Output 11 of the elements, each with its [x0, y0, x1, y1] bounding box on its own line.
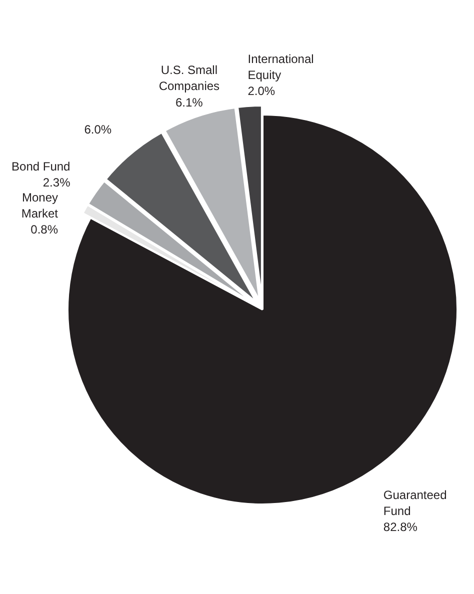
- slice-label: Guaranteed Fund: [383, 488, 447, 518]
- slice-label: U.S. Small Companies: [158, 63, 220, 94]
- data-label: 2.3%: [42, 175, 71, 190]
- slice-label: Bond Fund: [12, 159, 70, 174]
- data-label: 2.0%: [248, 84, 276, 98]
- slice-label: International Equity: [248, 52, 314, 82]
- data-label: 0.8%: [30, 222, 58, 236]
- slice-label: Money Market: [21, 190, 59, 220]
- data-label: 82.8%: [383, 520, 418, 534]
- data-label: 6.0%: [84, 122, 112, 136]
- data-label: 6.1%: [176, 95, 204, 110]
